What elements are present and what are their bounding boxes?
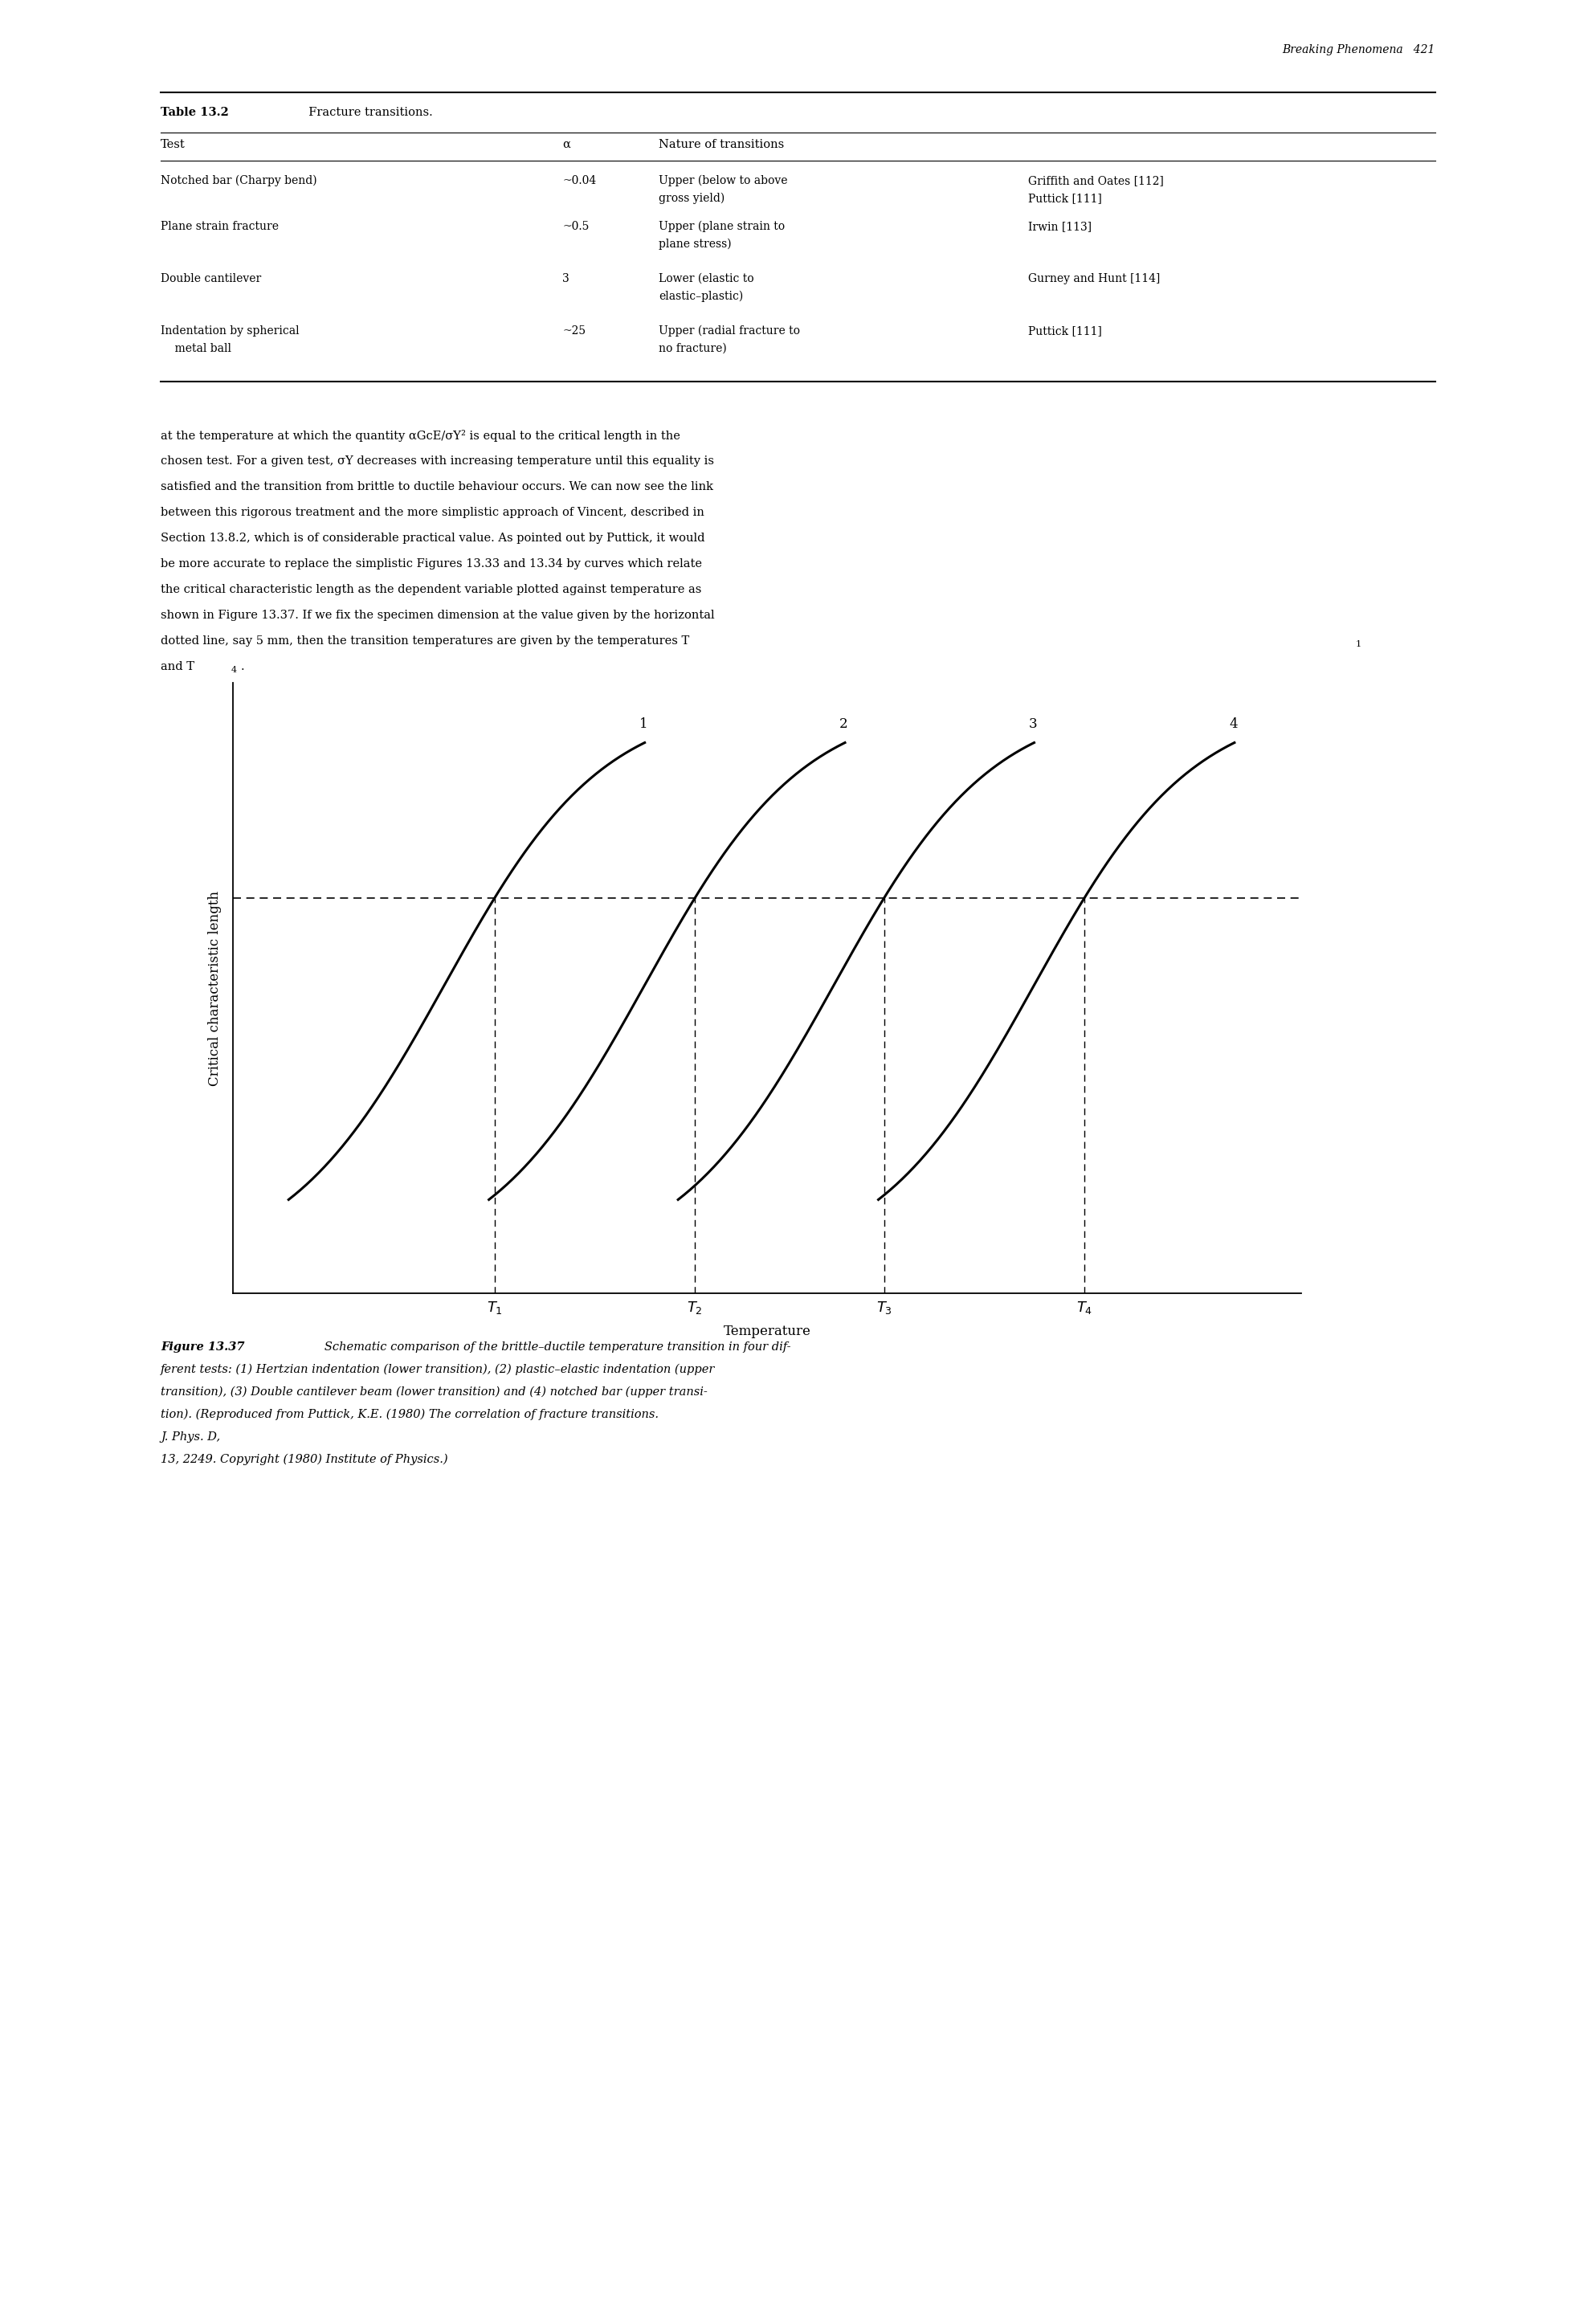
Text: gross yield): gross yield) [659, 192, 725, 204]
Text: no fracture): no fracture) [659, 343, 726, 354]
Text: 4: 4 [1229, 718, 1237, 732]
Text: Indentation by spherical: Indentation by spherical [161, 326, 300, 336]
Text: satisfied and the transition from brittle to ductile behaviour occurs. We can no: satisfied and the transition from brittl… [161, 482, 713, 493]
Text: Upper (plane strain to: Upper (plane strain to [659, 220, 785, 232]
Text: 3: 3 [1028, 718, 1037, 732]
Text: 1: 1 [1357, 641, 1361, 648]
Text: 13, 2249. Copyright (1980) Institute of Physics.): 13, 2249. Copyright (1980) Institute of … [161, 1454, 448, 1465]
Text: Notched bar (Charpy bend): Notched bar (Charpy bend) [161, 176, 318, 188]
Text: Puttick [111]: Puttick [111] [1028, 192, 1101, 204]
Text: Irwin [113]: Irwin [113] [1028, 220, 1092, 232]
Text: Table 13.2: Table 13.2 [161, 106, 228, 118]
Text: Fracture transitions.: Fracture transitions. [302, 106, 433, 118]
Text: and T: and T [161, 662, 195, 671]
Text: Upper (radial fracture to: Upper (radial fracture to [659, 326, 800, 338]
Text: Nature of transitions: Nature of transitions [659, 139, 784, 150]
Text: at the temperature at which the quantity αGcE/σY² is equal to the critical lengt: at the temperature at which the quantity… [161, 431, 680, 442]
Text: Upper (below to above: Upper (below to above [659, 176, 787, 188]
Text: J. Phys. D,: J. Phys. D, [161, 1431, 220, 1442]
Text: Puttick [111]: Puttick [111] [1028, 326, 1101, 336]
Text: the critical characteristic length as the dependent variable plotted against tem: the critical characteristic length as th… [161, 583, 702, 595]
Text: ~0.04: ~0.04 [562, 176, 597, 185]
Text: 4: 4 [231, 667, 238, 674]
Text: dotted line, say 5 mm, then the transition temperatures are given by the tempera: dotted line, say 5 mm, then the transiti… [161, 634, 689, 646]
Text: Griffith and Oates [112]: Griffith and Oates [112] [1028, 176, 1163, 185]
Text: chosen test. For a given test, σY decreases with increasing temperature until th: chosen test. For a given test, σY decrea… [161, 456, 713, 468]
Text: ~25: ~25 [562, 326, 586, 336]
Text: α: α [562, 139, 570, 150]
Text: 2: 2 [839, 718, 847, 732]
Text: elastic–plastic): elastic–plastic) [659, 292, 744, 303]
Text: Schematic comparison of the brittle–ductile temperature transition in four dif-: Schematic comparison of the brittle–duct… [313, 1340, 792, 1352]
Text: Section 13.8.2, which is of considerable practical value. As pointed out by Putt: Section 13.8.2, which is of considerable… [161, 532, 705, 544]
Text: .: . [241, 662, 244, 671]
Text: tion). (Reproduced from Puttick, K.E. (1980) The correlation of fracture transit: tion). (Reproduced from Puttick, K.E. (1… [161, 1410, 659, 1421]
Text: Plane strain fracture: Plane strain fracture [161, 220, 279, 232]
Text: 1: 1 [638, 718, 648, 732]
Text: metal ball: metal ball [161, 343, 231, 354]
Text: between this rigorous treatment and the more simplistic approach of Vincent, des: between this rigorous treatment and the … [161, 507, 704, 519]
Text: Gurney and Hunt [114]: Gurney and Hunt [114] [1028, 273, 1160, 285]
Text: Breaking Phenomena   421: Breaking Phenomena 421 [1283, 44, 1435, 56]
X-axis label: Temperature: Temperature [723, 1324, 811, 1338]
Text: Lower (elastic to: Lower (elastic to [659, 273, 753, 285]
Text: plane stress): plane stress) [659, 238, 731, 250]
Text: ferent tests: (1) Hertzian indentation (lower transition), (2) plastic–elastic i: ferent tests: (1) Hertzian indentation (… [161, 1364, 715, 1375]
Text: shown in Figure 13.37. If we fix the specimen dimension at the value given by th: shown in Figure 13.37. If we fix the spe… [161, 609, 715, 620]
Text: be more accurate to replace the simplistic Figures 13.33 and 13.34 by curves whi: be more accurate to replace the simplist… [161, 558, 702, 569]
Text: 3: 3 [562, 273, 570, 285]
Text: transition), (3) Double cantilever beam (lower transition) and (4) notched bar (: transition), (3) Double cantilever beam … [161, 1387, 707, 1398]
Text: Test: Test [161, 139, 185, 150]
Y-axis label: Critical characteristic length: Critical characteristic length [207, 891, 222, 1086]
Text: Figure 13.37: Figure 13.37 [161, 1340, 244, 1352]
Text: Double cantilever: Double cantilever [161, 273, 262, 285]
Text: ~0.5: ~0.5 [562, 220, 589, 232]
